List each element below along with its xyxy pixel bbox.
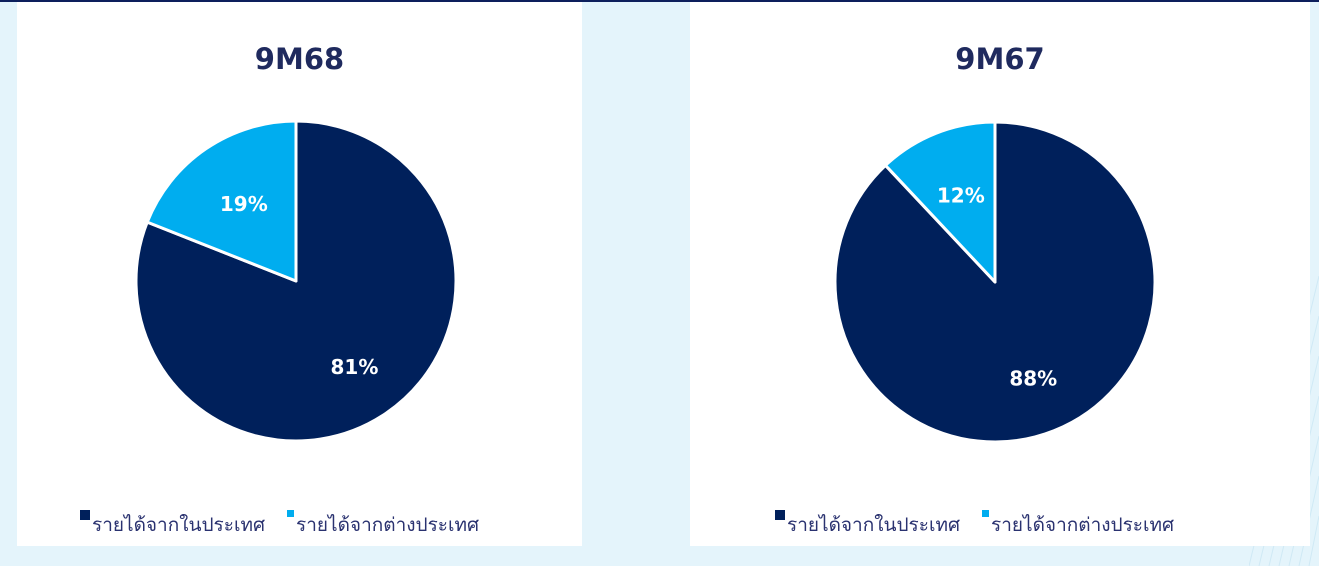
legend-swatch-domestic <box>775 510 785 520</box>
legend-label-domestic: รายได้จากในประเทศ <box>92 514 266 536</box>
legend-label-international: รายได้จากต่างประเทศ <box>991 514 1175 536</box>
pie-slice-international <box>883 120 997 284</box>
chart-title: 9M68 <box>254 42 345 76</box>
pie-label-international: 12% <box>937 184 985 208</box>
chart-panel-9m68: 9M68 81% 19% รายได้จากในประเทศ รายได้จากต… <box>17 2 582 546</box>
chart-title: 9M67 <box>955 42 1045 76</box>
pie-chart: 81% 19% <box>134 119 458 443</box>
legend-item-domestic: รายได้จากในประเทศ <box>775 510 960 540</box>
chart-legend: รายได้จากในประเทศ รายได้จากต่างประเทศ <box>775 510 1174 540</box>
pie-label-domestic: 81% <box>331 355 379 379</box>
legend-item-domestic: รายได้จากในประเทศ <box>80 510 265 540</box>
legend-item-international: รายได้จากต่างประเทศ <box>287 510 479 540</box>
top-border <box>0 0 1319 2</box>
legend-swatch-domestic <box>80 510 90 520</box>
legend-swatch-international <box>287 510 295 517</box>
chart-panel-9m67: 9M67 88% 12% รายได้จากในประเทศ รายได้จากต… <box>690 2 1310 546</box>
legend-swatch-international <box>982 510 990 517</box>
chart-legend: รายได้จากในประเทศ รายได้จากต่างประเทศ <box>80 510 479 540</box>
pie-label-domestic: 88% <box>1009 367 1057 391</box>
pie-slice-international <box>145 119 298 283</box>
pie-chart: 88% 12% <box>833 120 1157 444</box>
legend-label-international: รายได้จากต่างประเทศ <box>296 514 480 536</box>
legend-item-international: รายได้จากต่างประเทศ <box>982 510 1174 540</box>
pie-label-international: 19% <box>220 192 268 216</box>
legend-label-domestic: รายได้จากในประเทศ <box>787 514 961 536</box>
